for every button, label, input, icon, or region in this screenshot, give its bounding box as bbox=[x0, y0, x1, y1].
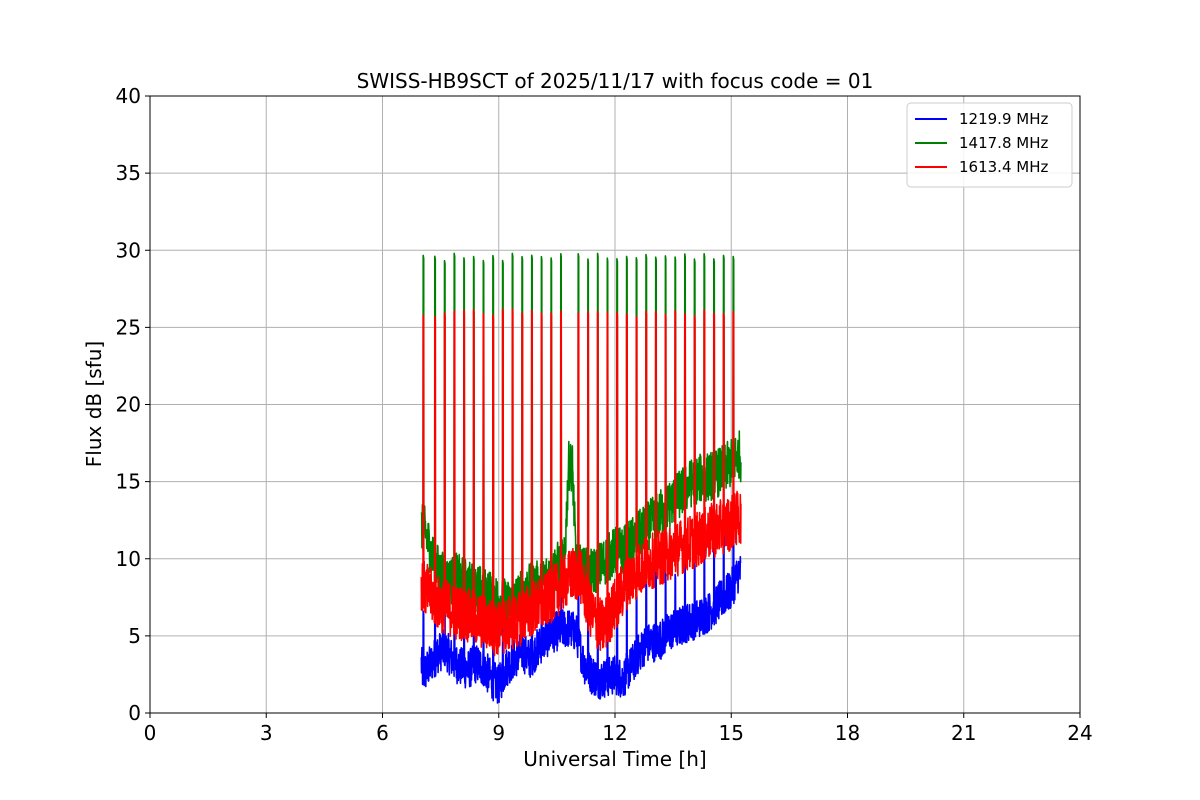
x-tick-label: 24 bbox=[1067, 721, 1092, 745]
x-tick-label: 6 bbox=[376, 721, 389, 745]
y-tick-label: 25 bbox=[116, 315, 141, 339]
x-tick-label: 18 bbox=[835, 721, 860, 745]
legend-label: 1417.8 MHz bbox=[959, 134, 1048, 152]
chart-title: SWISS-HB9SCT of 2025/11/17 with focus co… bbox=[357, 69, 874, 93]
x-tick-label: 15 bbox=[719, 721, 744, 745]
x-tick-label: 12 bbox=[602, 721, 627, 745]
y-axis: 0 5 10 15 20 25 30 35 40 bbox=[116, 84, 150, 725]
legend-label: 1219.9 MHz bbox=[959, 110, 1048, 128]
x-tick-label: 0 bbox=[144, 721, 157, 745]
y-tick-label: 10 bbox=[116, 547, 141, 571]
series-line-3 bbox=[420, 308, 742, 657]
x-tick-label: 9 bbox=[492, 721, 505, 745]
x-axis: 0 3 6 9 12 15 18 21 24 bbox=[144, 713, 1093, 745]
y-tick-label: 15 bbox=[116, 470, 141, 494]
legend: 1219.9 MHz 1417.8 MHz 1613.4 MHz bbox=[906, 102, 1073, 188]
x-tick-label: 3 bbox=[260, 721, 273, 745]
x-axis-label: Universal Time [h] bbox=[523, 747, 706, 771]
y-tick-label: 0 bbox=[128, 701, 141, 725]
y-tick-label: 5 bbox=[128, 624, 141, 648]
y-tick-label: 30 bbox=[116, 238, 141, 262]
series-line-1 bbox=[420, 508, 742, 704]
x-tick-label: 21 bbox=[951, 721, 976, 745]
legend-label: 1613.4 MHz bbox=[959, 158, 1048, 176]
legend-box bbox=[906, 102, 1073, 188]
y-tick-label: 40 bbox=[116, 84, 141, 108]
plot-area bbox=[420, 252, 742, 704]
y-tick-label: 20 bbox=[116, 393, 141, 417]
y-axis-label: Flux dB [sfu] bbox=[82, 341, 106, 467]
y-tick-label: 35 bbox=[116, 161, 141, 185]
